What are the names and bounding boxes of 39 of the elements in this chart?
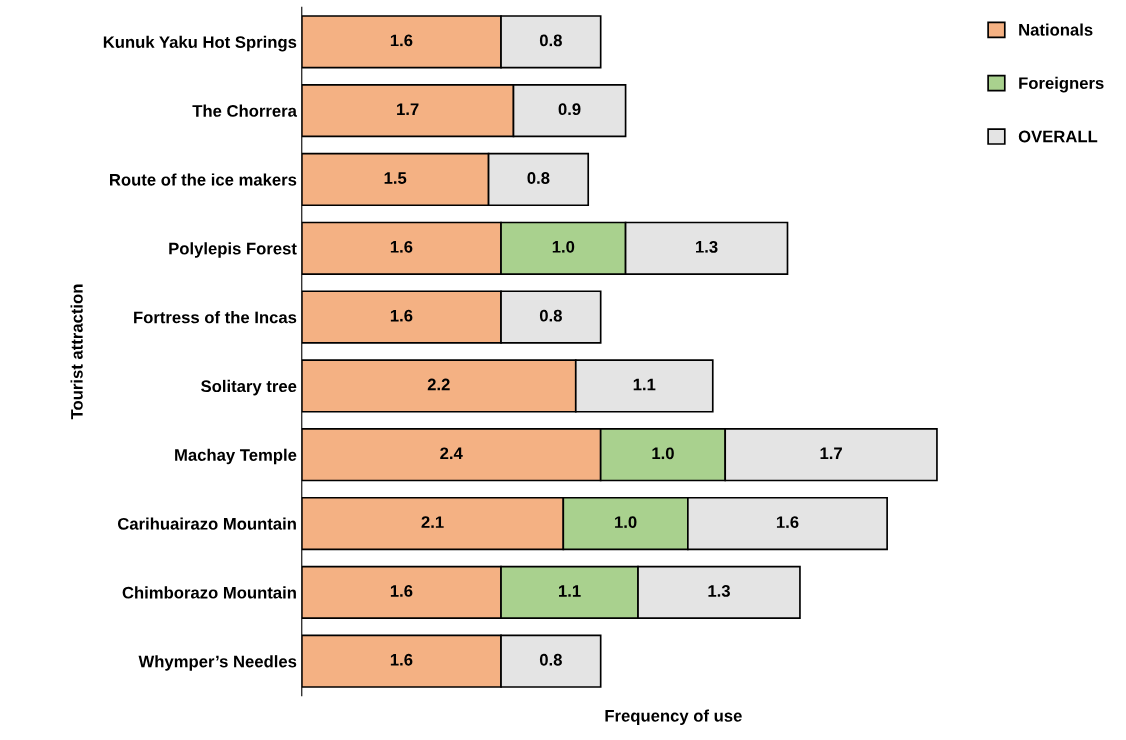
legend-label: Foreigners	[1019, 76, 1104, 93]
y-tick-label: Fortress of the Incas	[134, 311, 297, 324]
data-label: 1.7	[820, 447, 842, 460]
y-tick-label: Chimborazo Mountain	[122, 586, 296, 599]
data-label: 1.6	[390, 34, 413, 47]
data-label: 1.0	[652, 447, 674, 460]
data-label: 1.0	[615, 516, 637, 529]
data-label: 1.7	[397, 103, 419, 115]
data-label: 1.6	[390, 653, 413, 666]
data-label: 1.3	[708, 585, 730, 597]
data-label: 0.8	[539, 309, 562, 322]
data-label: 0.9	[558, 103, 581, 116]
data-label: 2.1	[421, 516, 444, 528]
data-label: 1.6	[390, 309, 413, 322]
data-label: 1.6	[776, 516, 799, 529]
y-tick-label: Kunuk Yaku Hot Springs	[103, 35, 297, 52]
data-label: 0.8	[539, 653, 562, 666]
data-label: 2.2	[427, 378, 450, 391]
legend-label: OVERALL	[1018, 130, 1098, 143]
y-tick-label: Polylepis Forest	[169, 242, 297, 258]
y-tick-label: Machay Temple	[175, 448, 297, 465]
legend-label: Nationals	[1019, 23, 1093, 36]
data-label: 0.8	[539, 34, 562, 47]
data-label: 0.8	[527, 172, 550, 184]
data-label: 1.1	[633, 378, 656, 391]
y-tick-label: Carihuairazo Mountain	[117, 517, 296, 530]
data-label: 1.5	[384, 172, 407, 184]
y-tick-label: Route of the ice makers	[110, 173, 297, 186]
y-tick-label: Solitary tree	[201, 379, 297, 396]
data-label: 2.4	[440, 447, 463, 460]
x-axis-title: Frequency of use	[605, 709, 742, 726]
data-label: 1.6	[390, 585, 413, 597]
data-label: 1.3	[696, 240, 718, 253]
y-tick-label: The Chorrera	[192, 104, 298, 117]
data-label: 1.0	[552, 240, 575, 253]
y-axis-title: Tourist attraction	[70, 284, 83, 420]
data-label: 1.6	[390, 240, 413, 253]
y-tick-label: Whymper’s Needles	[138, 655, 297, 671]
data-label: 1.1	[559, 585, 581, 597]
